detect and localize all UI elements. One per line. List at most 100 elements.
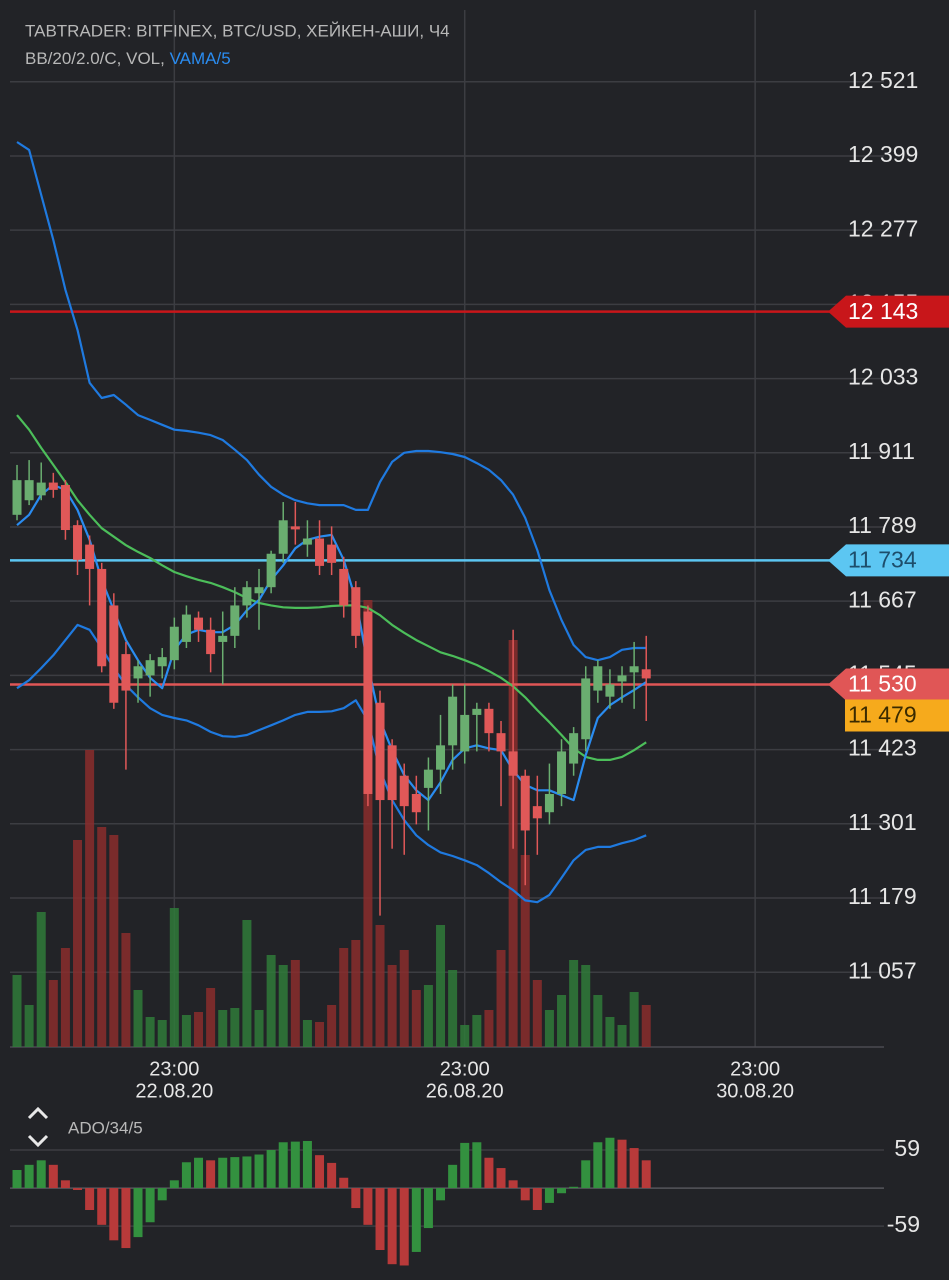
volume-bar <box>145 1017 155 1047</box>
ado-bar <box>242 1156 252 1189</box>
level-lines <box>10 310 830 686</box>
level-label: 12 143 <box>848 298 918 324</box>
candle-body <box>121 654 131 691</box>
y-tick-label: 11 301 <box>848 809 917 835</box>
candle-body <box>85 544 95 569</box>
y-tick-label: 12 521 <box>848 67 918 93</box>
volume-bar <box>557 995 567 1047</box>
volume-bar <box>569 960 579 1047</box>
candle-body <box>593 666 603 691</box>
y-tick-label: 11 179 <box>848 883 917 909</box>
volume-bar <box>387 965 397 1047</box>
ado-bar <box>315 1155 325 1189</box>
ado-bar <box>230 1157 240 1189</box>
volume-bar <box>254 1010 264 1047</box>
candle-body <box>169 626 179 661</box>
ado-bar <box>617 1139 627 1189</box>
candle-body <box>194 617 204 630</box>
volume-bar <box>351 940 361 1047</box>
candle-body <box>302 538 312 545</box>
volume-bar <box>242 920 252 1047</box>
volume-bar <box>278 965 288 1047</box>
ado-bar <box>472 1142 482 1189</box>
y-tick-label: 12 399 <box>848 141 918 167</box>
candle-body <box>544 793 554 813</box>
ado-bar <box>484 1157 494 1189</box>
candle-body <box>460 714 470 752</box>
volume-bar <box>327 1005 337 1047</box>
candle-body <box>617 675 627 682</box>
expand-icon[interactable] <box>27 1134 49 1148</box>
volume-bar <box>157 1020 167 1047</box>
ado-bar <box>520 1188 530 1201</box>
volume-bar <box>60 948 70 1047</box>
candle-body <box>363 611 373 794</box>
volume-bar <box>24 1005 34 1047</box>
ado-bar <box>581 1160 591 1189</box>
ado-bar <box>436 1188 446 1201</box>
ado-bar <box>532 1188 542 1210</box>
candle-body <box>97 568 107 667</box>
volume-bar <box>399 950 409 1047</box>
candle-body <box>472 708 482 715</box>
volume-bar <box>206 988 216 1047</box>
candle-body <box>109 605 119 703</box>
volume-bar <box>97 827 107 1047</box>
candle-body <box>339 568 349 606</box>
ado-bar <box>85 1188 95 1210</box>
volume-bar <box>12 975 22 1047</box>
ado-bar <box>181 1162 191 1189</box>
x-tick-label: 23:00 <box>730 1058 780 1080</box>
candle-body <box>290 526 300 530</box>
volume-bar <box>544 1010 554 1047</box>
volume-bar <box>411 990 421 1047</box>
volume-bar <box>484 1010 494 1047</box>
chart-title: TABTRADER: BITFINEX, BTC/USD, ХЕЙКЕН-АШИ… <box>25 21 450 40</box>
x-tick-date: 22.08.20 <box>135 1080 213 1102</box>
volume-bar <box>73 840 83 1047</box>
y-tick-label: -59 <box>887 1211 920 1237</box>
volume-bar <box>436 925 446 1047</box>
ado-bar <box>327 1162 337 1189</box>
volume-bar <box>48 980 58 1047</box>
indicator-highlight: VAMA/5 <box>170 49 231 68</box>
ado-bar <box>157 1188 167 1201</box>
ado-bar <box>593 1142 603 1189</box>
ado-bar <box>411 1188 421 1252</box>
ado-bar <box>218 1157 228 1189</box>
ado-title: ADO/34/5 <box>68 1118 143 1137</box>
volume-bar <box>121 933 131 1047</box>
ado-bar <box>387 1188 397 1265</box>
ado-bar <box>496 1168 506 1189</box>
y-tick-label: 12 277 <box>848 215 918 241</box>
candle-body <box>629 666 639 673</box>
ado-bar <box>339 1177 349 1189</box>
volume-bar <box>448 970 458 1047</box>
ado-bar <box>133 1188 143 1238</box>
volume-bar <box>230 1008 240 1047</box>
candle-body <box>496 733 506 752</box>
candle-body <box>157 657 167 667</box>
candle-body <box>145 660 155 676</box>
volume-bar <box>532 980 542 1047</box>
volume-bar <box>302 1020 312 1047</box>
x-tick-label: 23:00 <box>440 1058 490 1080</box>
ado-bar <box>169 1180 179 1189</box>
candle-body <box>242 587 252 606</box>
ado-bar <box>641 1160 651 1189</box>
level-tag <box>828 668 949 701</box>
volume-bar <box>133 990 143 1047</box>
candle-body <box>411 793 421 813</box>
candle-body <box>181 614 191 642</box>
candle-body <box>532 806 542 819</box>
level-label: 11 734 <box>848 547 917 573</box>
y-tick-label: 12 033 <box>848 364 918 390</box>
collapse-icon[interactable] <box>27 1106 49 1120</box>
candle-body <box>605 684 615 697</box>
candle-body <box>24 480 34 501</box>
level-label: 11 530 <box>848 671 917 697</box>
ado-bar <box>290 1141 300 1189</box>
volume-bar <box>581 965 591 1047</box>
